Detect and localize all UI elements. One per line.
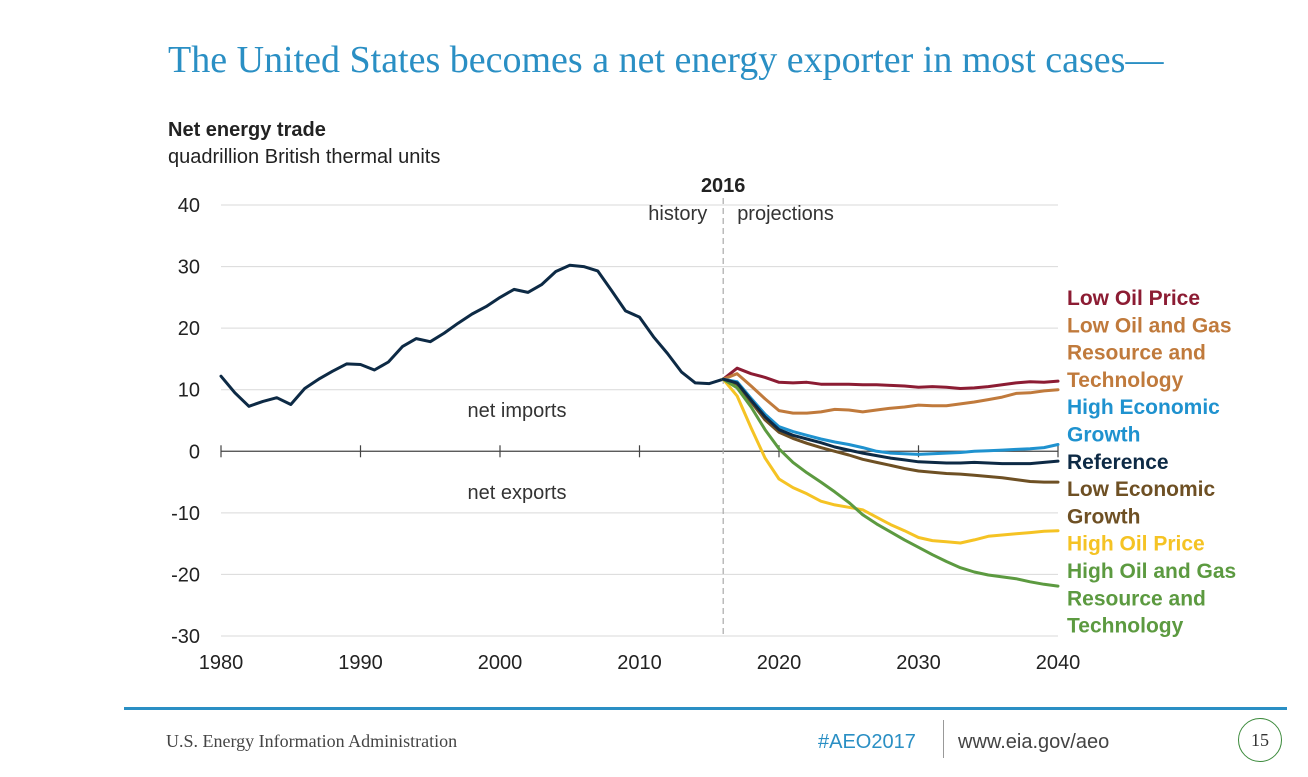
- slide-title: The United States becomes a net energy e…: [168, 39, 1164, 81]
- footer-rule: [124, 707, 1287, 710]
- legend-entry-text: Low Oil and Gas: [1067, 314, 1232, 337]
- chart-units: quadrillion British thermal units: [168, 146, 441, 168]
- legend-entry-text: Resource and: [1067, 587, 1206, 610]
- x-tick-label: 1980: [199, 652, 244, 674]
- footer-divider: [943, 720, 944, 758]
- legend-entry-text: Technology: [1067, 369, 1184, 392]
- legend-entry-text: High Economic: [1067, 396, 1220, 419]
- series-line-low-oil-and-gas-resource-and-technology: [721, 372, 1060, 415]
- y-tick-label: -30: [171, 626, 200, 648]
- projections-label: projections: [737, 203, 834, 225]
- x-tick-label: 2000: [478, 652, 523, 674]
- divider-year-label: 2016: [701, 175, 746, 197]
- legend-entry-text: Resource and: [1067, 342, 1206, 365]
- footer-hashtag[interactable]: #AEO2017: [818, 731, 916, 753]
- x-tick-label: 2020: [757, 652, 802, 674]
- series-line-low-oil-price: [721, 366, 1060, 390]
- series-line-reference: [721, 377, 1060, 466]
- legend-entry-text: High Oil Price: [1067, 533, 1205, 556]
- x-tick-label: 2030: [896, 652, 941, 674]
- series-line-high-economic-growth: [721, 377, 1060, 456]
- history-label: history: [648, 203, 707, 225]
- y-tick-label: -20: [171, 564, 200, 586]
- legend-entry-text: Growth: [1067, 424, 1141, 447]
- legend-entry-text: Low Economic: [1067, 478, 1216, 501]
- y-tick-label: 30: [178, 257, 200, 279]
- page-number-badge: 15: [1238, 718, 1282, 762]
- series-history-line: [219, 263, 725, 408]
- footer-url[interactable]: www.eia.gov/aeo: [958, 731, 1110, 753]
- footer-agency: U.S. Energy Information Administration: [166, 731, 458, 751]
- x-tick-label: 2010: [617, 652, 662, 674]
- net-exports-label: net exports: [468, 482, 567, 504]
- y-tick-label: 10: [178, 380, 200, 402]
- series-line-high-oil-and-gas-resource-and-technology: [721, 377, 1060, 588]
- y-tick-label: -10: [171, 503, 200, 525]
- y-tick-label: 0: [189, 441, 200, 463]
- legend-entry-text: Low Oil Price: [1067, 287, 1200, 310]
- series-line-low-economic-growth: [721, 377, 1060, 484]
- legend-entry-text: High Oil and Gas: [1067, 560, 1236, 583]
- legend-entry-text: Reference: [1067, 451, 1169, 474]
- chart-title: Net energy trade: [168, 119, 326, 141]
- y-tick-label: 20: [178, 318, 200, 340]
- legend-entry-text: Growth: [1067, 505, 1141, 528]
- legend-entry-text: Technology: [1067, 615, 1184, 638]
- net-imports-label: net imports: [468, 400, 567, 422]
- series-line-high-oil-price: [721, 377, 1060, 545]
- x-tick-label: 2040: [1036, 652, 1081, 674]
- x-tick-label: 1990: [338, 652, 383, 674]
- y-tick-label: 40: [178, 195, 200, 217]
